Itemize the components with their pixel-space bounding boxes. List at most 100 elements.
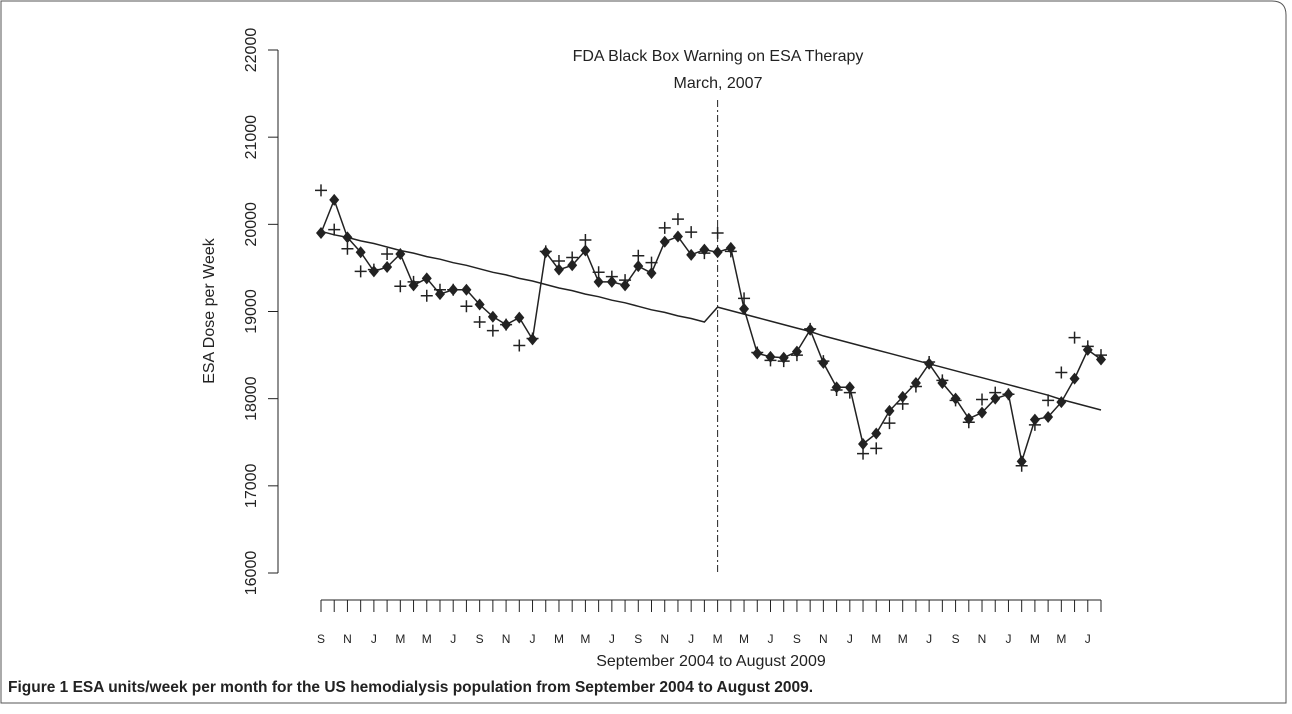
diamond-marker xyxy=(858,437,869,450)
x-tick-label: S xyxy=(793,632,801,646)
plus-marker xyxy=(909,380,922,393)
plus-marker xyxy=(711,227,724,240)
plus-marker xyxy=(1002,388,1015,401)
x-tick-label: J xyxy=(530,632,536,646)
y-tick-label: 18000 xyxy=(243,376,260,421)
plus-marker xyxy=(1055,366,1068,379)
plus-marker xyxy=(698,247,711,260)
x-tick-label: J xyxy=(926,632,932,646)
plus-marker xyxy=(949,394,962,407)
diamond-marker xyxy=(474,298,485,311)
x-tick-label: J xyxy=(847,632,853,646)
plus-marker xyxy=(367,263,380,276)
diamond-marker xyxy=(514,311,525,324)
x-tick-label: S xyxy=(476,632,484,646)
diamond-marker xyxy=(355,246,366,259)
x-tick-label: J xyxy=(1085,632,1091,646)
x-tick-label: N xyxy=(978,632,987,646)
plus-marker xyxy=(592,266,605,279)
plus-marker xyxy=(962,416,975,429)
diamond-marker xyxy=(659,235,670,248)
x-tick-label: J xyxy=(688,632,694,646)
diamond-marker xyxy=(316,227,326,240)
series-line xyxy=(320,230,1102,411)
plus-marker xyxy=(1068,331,1081,344)
plus-marker xyxy=(1015,459,1028,472)
diamond-marker xyxy=(580,244,591,257)
plus-marker xyxy=(645,256,658,269)
plus-marker xyxy=(433,283,446,296)
y-tick-label: 17000 xyxy=(243,463,260,508)
plus-marker xyxy=(870,442,883,455)
plus-marker xyxy=(486,324,499,337)
plus-marker xyxy=(632,249,645,262)
plus-marker xyxy=(566,251,579,264)
plus-marker xyxy=(1028,418,1041,431)
plus-marker xyxy=(407,275,420,288)
plus-marker xyxy=(460,300,473,313)
plus-marker xyxy=(658,221,671,234)
x-tick-label: M xyxy=(422,632,432,646)
diamond-marker xyxy=(329,193,340,206)
x-tick-label: S xyxy=(952,632,960,646)
plus-marker xyxy=(738,292,751,305)
diamond-marker xyxy=(567,259,578,272)
x-tick-label: M xyxy=(898,632,908,646)
diamond-marker xyxy=(686,248,697,261)
plus-marker xyxy=(315,184,327,197)
diamond-marker xyxy=(871,427,882,440)
plus-marker xyxy=(724,245,737,258)
x-tick-label: M xyxy=(580,632,590,646)
plus-marker xyxy=(420,289,433,302)
x-tick-label: M xyxy=(395,632,405,646)
diamond-marker xyxy=(739,302,750,315)
plus-marker xyxy=(751,346,764,359)
diamond-marker xyxy=(884,404,895,417)
plus-marker xyxy=(605,270,618,283)
y-tick-label: 21000 xyxy=(243,115,260,160)
x-tick-label: J xyxy=(609,632,615,646)
diamond-marker xyxy=(672,230,683,243)
diamond-marker xyxy=(990,392,1001,405)
x-tick-label: M xyxy=(713,632,723,646)
diamond-marker xyxy=(646,267,657,280)
annotation: March, 2007 xyxy=(674,75,763,92)
plus-marker xyxy=(500,318,513,331)
plus-marker xyxy=(381,247,394,260)
y-tick-label: 16000 xyxy=(243,551,260,596)
x-tick-label: N xyxy=(343,632,352,646)
plus-marker xyxy=(552,254,565,267)
plus-marker xyxy=(341,242,354,255)
plus-marker xyxy=(394,280,407,293)
plus-marker xyxy=(989,386,1002,399)
plus-marker xyxy=(857,447,870,460)
x-tick-label: M xyxy=(1056,632,1066,646)
plus-marker xyxy=(1081,340,1094,353)
diamond-marker xyxy=(1043,410,1054,423)
annotation: FDA Black Box Warning on ESA Therapy xyxy=(573,48,864,65)
plus-marker xyxy=(896,397,909,410)
diamond-marker xyxy=(1069,372,1080,385)
plus-marker xyxy=(619,274,632,287)
plus-marker xyxy=(447,283,460,296)
x-tick-label: M xyxy=(554,632,564,646)
diamond-marker xyxy=(382,261,393,274)
series-line xyxy=(320,197,1102,462)
x-tick-label: J xyxy=(371,632,377,646)
plus-marker xyxy=(843,386,856,399)
plus-marker xyxy=(526,332,539,345)
diamond-marker xyxy=(487,310,498,323)
plus-marker xyxy=(804,322,817,335)
plus-marker xyxy=(764,354,777,367)
plus-marker xyxy=(976,393,989,406)
plus-marker xyxy=(354,265,367,278)
diamond-marker xyxy=(593,275,604,288)
x-axis-title: September 2004 to August 2009 xyxy=(596,653,826,670)
x-tick-label: S xyxy=(634,632,642,646)
y-axis-title: ESA Dose per Week xyxy=(201,237,218,384)
x-tick-label: J xyxy=(450,632,456,646)
x-tick-label: N xyxy=(819,632,828,646)
diamond-marker xyxy=(553,263,564,276)
x-tick-label: N xyxy=(660,632,669,646)
